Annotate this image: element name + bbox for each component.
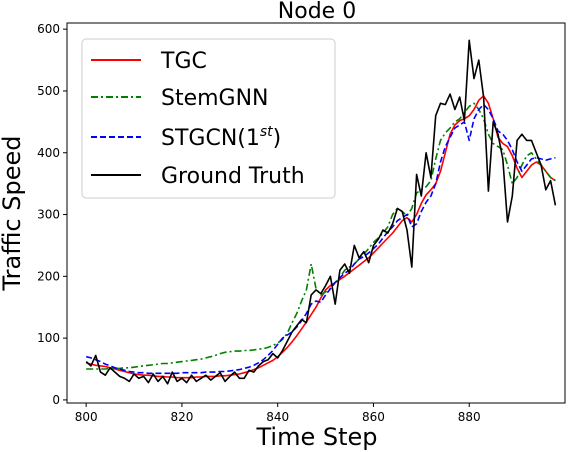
series-line-stemgnn xyxy=(86,102,556,370)
series-line-ground-truth xyxy=(85,39,557,385)
legend-label-stgcn-base: STGCN(1 xyxy=(161,126,260,151)
y-tick-label: 100 xyxy=(37,331,60,345)
legend: TGC StemGNN STGCN(1st) Ground Truth xyxy=(81,38,336,199)
x-axis: 800 820 840 860 880 xyxy=(75,403,481,424)
y-tick-label: 400 xyxy=(37,146,60,160)
x-tick-label: 880 xyxy=(458,410,481,424)
plot-frame xyxy=(66,22,566,404)
y-axis-label: Traffic Speed xyxy=(0,136,26,292)
y-tick-label: 600 xyxy=(37,22,60,36)
legend-label-stgcn: STGCN(1st) xyxy=(161,124,281,151)
y-tick-label: 500 xyxy=(37,84,60,98)
legend-label-tgc: TGC xyxy=(160,49,207,74)
y-tick-label: 200 xyxy=(37,269,60,283)
x-tick-label: 820 xyxy=(170,410,193,424)
y-tick-label: 300 xyxy=(37,208,60,222)
x-tick-label: 860 xyxy=(362,410,385,424)
plot-area xyxy=(85,39,557,385)
legend-frame xyxy=(81,38,336,199)
x-tick-label: 840 xyxy=(266,410,289,424)
legend-label-stgcn-superscript: st xyxy=(260,124,273,140)
chart-title: Node 0 xyxy=(278,0,356,24)
series-line-tgc xyxy=(85,95,556,379)
legend-label-stgcn-close: ) xyxy=(273,126,282,151)
legend-label-stemgnn: StemGNN xyxy=(161,86,269,111)
x-axis-label: Time Step xyxy=(255,423,377,451)
x-tick-label: 800 xyxy=(75,410,98,424)
legend-label-ground-truth: Ground Truth xyxy=(161,164,305,189)
y-tick-label: 0 xyxy=(52,393,60,407)
y-axis: 0 100 200 300 400 500 600 xyxy=(37,22,67,407)
